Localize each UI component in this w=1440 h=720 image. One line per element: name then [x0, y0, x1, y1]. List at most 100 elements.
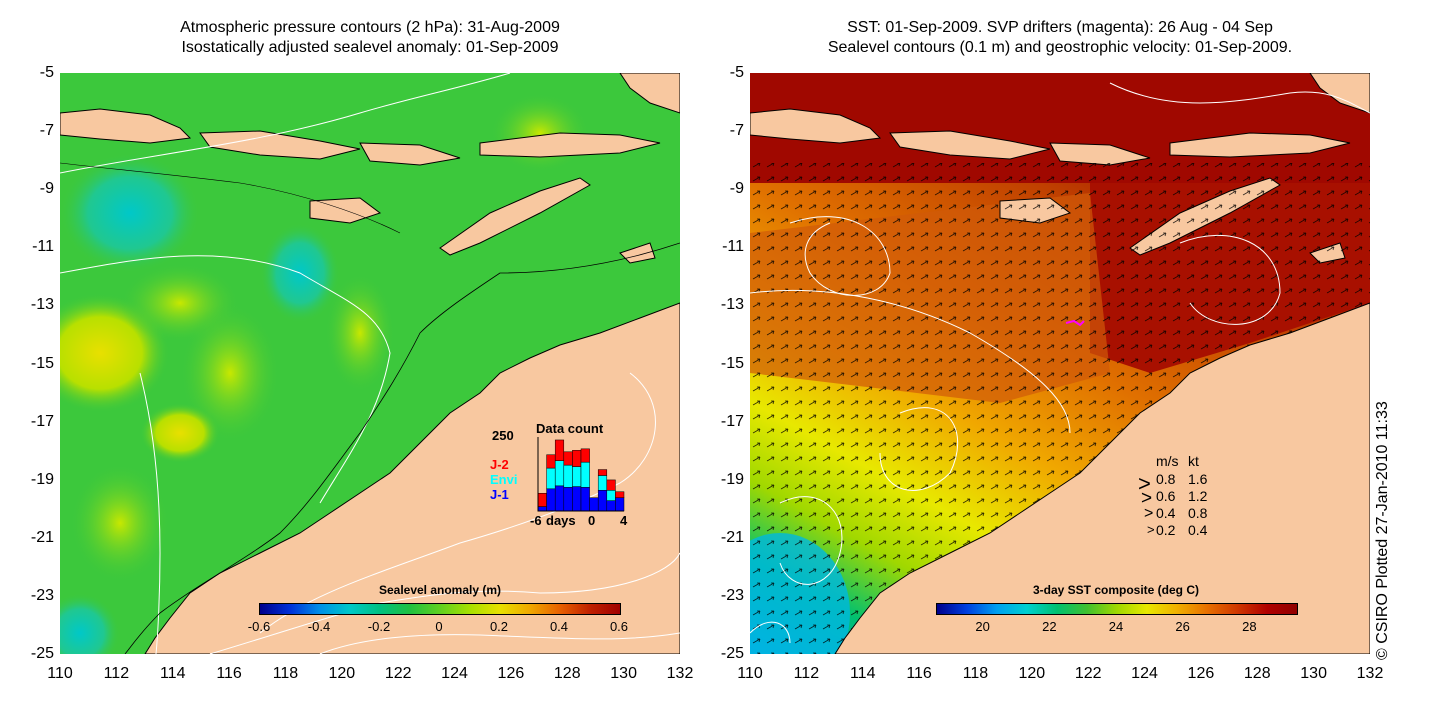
colorbar-tick-label: 0.6: [609, 619, 629, 634]
inset-x-tick: 4: [620, 513, 628, 528]
inset-title: Data count: [536, 421, 604, 436]
inset-bar-j1: [580, 487, 590, 512]
sealevel-contour: [779, 496, 843, 585]
right-title-line1: SST: 01-Sep-2009. SVP drifters (magenta)…: [847, 19, 1273, 36]
right-map[interactable]: m/s kt >0.8 1.6 >0.6 1.2 >0.4 0.8 >0.2 0.4 3-da…: [750, 73, 1370, 654]
bathymetry-contour: [60, 162, 401, 234]
land-island-java: [750, 108, 882, 144]
sealevel-contour: [750, 621, 791, 644]
velocity-key-kt: 1.2: [1188, 488, 1208, 504]
y-tick-label: -15: [30, 354, 54, 372]
x-tick-label: 120: [328, 665, 356, 682]
y-tick-label: -23: [30, 586, 54, 604]
x-tick-label: 114: [849, 665, 876, 682]
x-tick-label: 128: [553, 665, 581, 682]
colorbar-tick-label: -0.6: [247, 619, 271, 634]
y-tick-label: -17: [720, 412, 744, 430]
colorbar-tick-label: -0.2: [367, 619, 391, 634]
left-anomaly-blob: [70, 463, 170, 583]
inset-bar-j1: [537, 506, 547, 512]
x-tick-label: 116: [906, 665, 932, 682]
colorbar-tick-label: 22: [1042, 619, 1057, 634]
inset-bar-j1: [615, 497, 625, 512]
inset-bar-j1: [589, 497, 599, 512]
inset-bar-j1: [597, 490, 608, 512]
y-tick-label: -9: [39, 180, 54, 198]
inset-legend-j2: J-2: [490, 457, 509, 472]
y-tick-label: -5: [729, 64, 744, 81]
x-tick-label: 132: [666, 665, 694, 682]
y-tick-label: -9: [729, 180, 744, 198]
x-tick-label: 130: [610, 665, 637, 682]
x-tick-label: 124: [441, 665, 468, 682]
inset-bar-j2: [572, 450, 582, 467]
x-tick-label: 118: [962, 665, 989, 682]
pressure-contour: [259, 372, 656, 634]
inset-bar-envi: [580, 461, 590, 488]
colorbar-tick-label: 20: [975, 619, 990, 634]
left-anomaly-blob: [60, 153, 200, 273]
pressure-contour: [209, 552, 680, 654]
right-colorbar-title: 3-day SST composite (deg C): [1032, 583, 1200, 597]
velocity-key-arrow-icon: >: [1138, 471, 1151, 496]
sealevel-contour: [879, 407, 959, 491]
sealevel-contour: [1179, 234, 1281, 325]
inset-x-tick: 0: [588, 513, 596, 528]
left-anomaly-blob: [60, 593, 120, 654]
inset-x-tick: -6: [530, 513, 542, 528]
velocity-key-arrow-icon: >: [1147, 522, 1155, 537]
colorbar-tick-label: 0: [435, 619, 443, 634]
inset-bar-envi: [572, 466, 582, 487]
pressure-contour: [319, 632, 680, 654]
left-map-svg: [60, 73, 680, 654]
colorbar-tick-label: 0.2: [489, 619, 509, 634]
land-island-timor: [439, 177, 591, 256]
pressure-contour: [60, 255, 391, 504]
x-tick-label: 110: [737, 665, 763, 682]
x-tick-label: 122: [384, 665, 412, 682]
right-map-svg: [750, 73, 1370, 654]
inset-bar-envi: [606, 490, 616, 501]
left-colorbar-title: Sealevel anomaly (m): [378, 583, 502, 597]
inset-bar-j2: [597, 469, 608, 476]
y-tick-label: -11: [32, 238, 54, 256]
y-tick-label: -11: [722, 238, 744, 256]
y-tick-label: -13: [720, 296, 744, 314]
x-tick-label: 110: [47, 665, 73, 682]
inset-bar-j1: [546, 488, 556, 512]
inset-bar-j1: [554, 485, 565, 512]
x-tick-label: 130: [1300, 665, 1327, 682]
colorbar-tick-label: 24: [1108, 619, 1124, 634]
x-tick-label: 122: [1074, 665, 1102, 682]
x-tick-label: 116: [216, 665, 242, 682]
inset-bar-j2: [580, 448, 590, 463]
left-title-line2: Isostatically adjusted sealevel anomaly:…: [181, 39, 559, 56]
land-island-sumbawa: [359, 142, 461, 166]
inset-x-label: days: [546, 513, 576, 528]
inset-bar-j2: [606, 479, 616, 491]
x-tick-label: 114: [159, 665, 186, 682]
velocity-key-kt: 0.4: [1188, 522, 1208, 538]
land-island-north: [1309, 73, 1370, 114]
inset-bar-envi: [546, 467, 556, 490]
y-tick-label: -7: [729, 122, 744, 140]
left-colorbar: [259, 603, 621, 615]
y-tick-label: -5: [39, 64, 54, 81]
inset-bar-j2: [546, 454, 556, 469]
velocity-key-ms: 0.4: [1156, 505, 1176, 521]
y-tick-label: -15: [720, 354, 744, 372]
inset-bar-j1: [572, 486, 582, 512]
y-tick-label: -21: [30, 528, 54, 546]
inset-legend-envi: Envi: [490, 472, 518, 487]
velocity-key-ms: 0.8: [1156, 471, 1176, 487]
x-tick-label: 126: [497, 665, 525, 682]
y-tick-label: -23: [720, 586, 744, 604]
left-map[interactable]: Data count 250 J-2 Envi J-1 -6 0 4 days Seale…: [60, 73, 680, 654]
sealevel-contour: [1109, 82, 1370, 114]
land-island-north: [619, 73, 680, 114]
x-tick-label: 128: [1243, 665, 1271, 682]
x-tick-label: 118: [272, 665, 299, 682]
inset-bar-j2: [537, 492, 547, 507]
left-anomaly-blob: [325, 273, 395, 393]
inset-ymax: 250: [492, 428, 514, 443]
